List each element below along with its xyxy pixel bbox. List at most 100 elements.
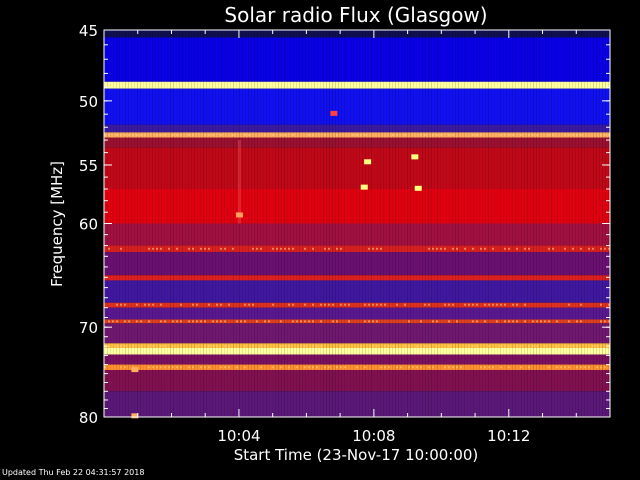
band-speckle xyxy=(600,133,602,136)
band-speckle xyxy=(152,247,154,250)
texture-streak xyxy=(581,30,582,417)
texture-streak xyxy=(506,30,507,417)
band-14 xyxy=(104,302,610,308)
band-speckle xyxy=(396,303,398,306)
band-speckle xyxy=(572,345,574,348)
band-speckle xyxy=(440,247,442,250)
texture-streak xyxy=(365,30,366,417)
texture-streak xyxy=(521,30,522,417)
texture-streak xyxy=(317,30,318,417)
band-speckle xyxy=(348,320,350,323)
band-speckle xyxy=(452,133,454,136)
texture-streak xyxy=(233,30,234,417)
texture-streak xyxy=(443,30,444,417)
band-speckle xyxy=(552,133,554,136)
band-10 xyxy=(104,245,610,253)
band-speckle xyxy=(292,320,294,323)
band-speckle xyxy=(180,345,182,348)
band-speckle xyxy=(312,133,314,136)
band-speckle xyxy=(376,247,378,250)
band-speckle xyxy=(564,247,566,250)
band-speckle xyxy=(444,303,446,306)
band-speckle xyxy=(340,366,342,369)
band-speckle xyxy=(608,303,610,306)
band-speckle xyxy=(484,366,486,369)
texture-streak xyxy=(236,30,237,417)
texture-streak xyxy=(575,30,576,417)
burst-4 xyxy=(235,212,243,218)
band-speckle xyxy=(148,320,150,323)
band-speckle xyxy=(564,345,566,348)
band-speckle xyxy=(608,320,610,323)
band-speckle xyxy=(440,133,442,136)
band-speckle xyxy=(548,366,550,369)
band-speckle xyxy=(224,247,226,250)
texture-streak xyxy=(122,30,123,417)
band-speckle xyxy=(168,366,170,369)
band-speckle xyxy=(436,320,438,323)
band-speckle xyxy=(128,133,130,136)
texture-streak xyxy=(428,30,429,417)
band-speckle xyxy=(404,303,406,306)
band-speckle xyxy=(252,303,254,306)
texture-streak xyxy=(311,30,312,417)
band-speckle xyxy=(172,320,174,323)
band-speckle xyxy=(260,247,262,250)
texture-streak xyxy=(530,30,531,417)
texture-streak xyxy=(551,30,552,417)
band-speckle xyxy=(392,345,394,348)
band-speckle xyxy=(508,366,510,369)
band-speckle xyxy=(424,133,426,136)
band-speckle xyxy=(376,320,378,323)
texture-streak xyxy=(215,30,216,417)
band-speckle xyxy=(144,303,146,306)
texture-streak xyxy=(149,30,150,417)
band-speckle xyxy=(568,345,570,348)
texture-streak xyxy=(368,30,369,417)
texture-streak xyxy=(410,30,411,417)
band-speckle xyxy=(576,366,578,369)
texture-streak xyxy=(371,30,372,417)
texture-streak xyxy=(389,30,390,417)
band-speckle xyxy=(156,366,158,369)
texture-streak xyxy=(164,30,165,417)
band-speckle xyxy=(420,345,422,348)
band-speckle xyxy=(116,345,118,348)
band-speckle xyxy=(468,303,470,306)
band-speckle xyxy=(284,345,286,348)
texture-streak xyxy=(344,30,345,417)
texture-streak xyxy=(329,30,330,417)
texture-streak xyxy=(353,30,354,417)
band-speckle xyxy=(604,133,606,136)
band-speckle xyxy=(312,303,314,306)
band-speckle xyxy=(116,303,118,306)
band-speckle xyxy=(360,345,362,348)
band-speckle xyxy=(288,247,290,250)
texture-streak xyxy=(437,30,438,417)
band-speckle xyxy=(484,320,486,323)
band-17 xyxy=(104,323,610,344)
texture-streak xyxy=(569,30,570,417)
band-speckle xyxy=(140,320,142,323)
band-speckle xyxy=(380,303,382,306)
band-speckle xyxy=(260,345,262,348)
texture-streak xyxy=(557,30,558,417)
band-speckle xyxy=(556,345,558,348)
time-streak xyxy=(237,140,241,224)
band-speckle xyxy=(212,345,214,348)
band-speckle xyxy=(348,303,350,306)
band-speckle xyxy=(568,320,570,323)
band-speckle xyxy=(164,133,166,136)
band-speckle xyxy=(308,366,310,369)
band-speckle xyxy=(600,366,602,369)
band-speckle xyxy=(116,133,118,136)
texture-streak xyxy=(503,30,504,417)
band-speckle xyxy=(516,303,518,306)
band-speckle xyxy=(600,345,602,348)
band-speckle xyxy=(580,133,582,136)
band-speckle xyxy=(476,303,478,306)
band-speckle xyxy=(244,366,246,369)
band-speckle xyxy=(288,303,290,306)
texture-streak xyxy=(197,30,198,417)
texture-streak xyxy=(467,30,468,417)
